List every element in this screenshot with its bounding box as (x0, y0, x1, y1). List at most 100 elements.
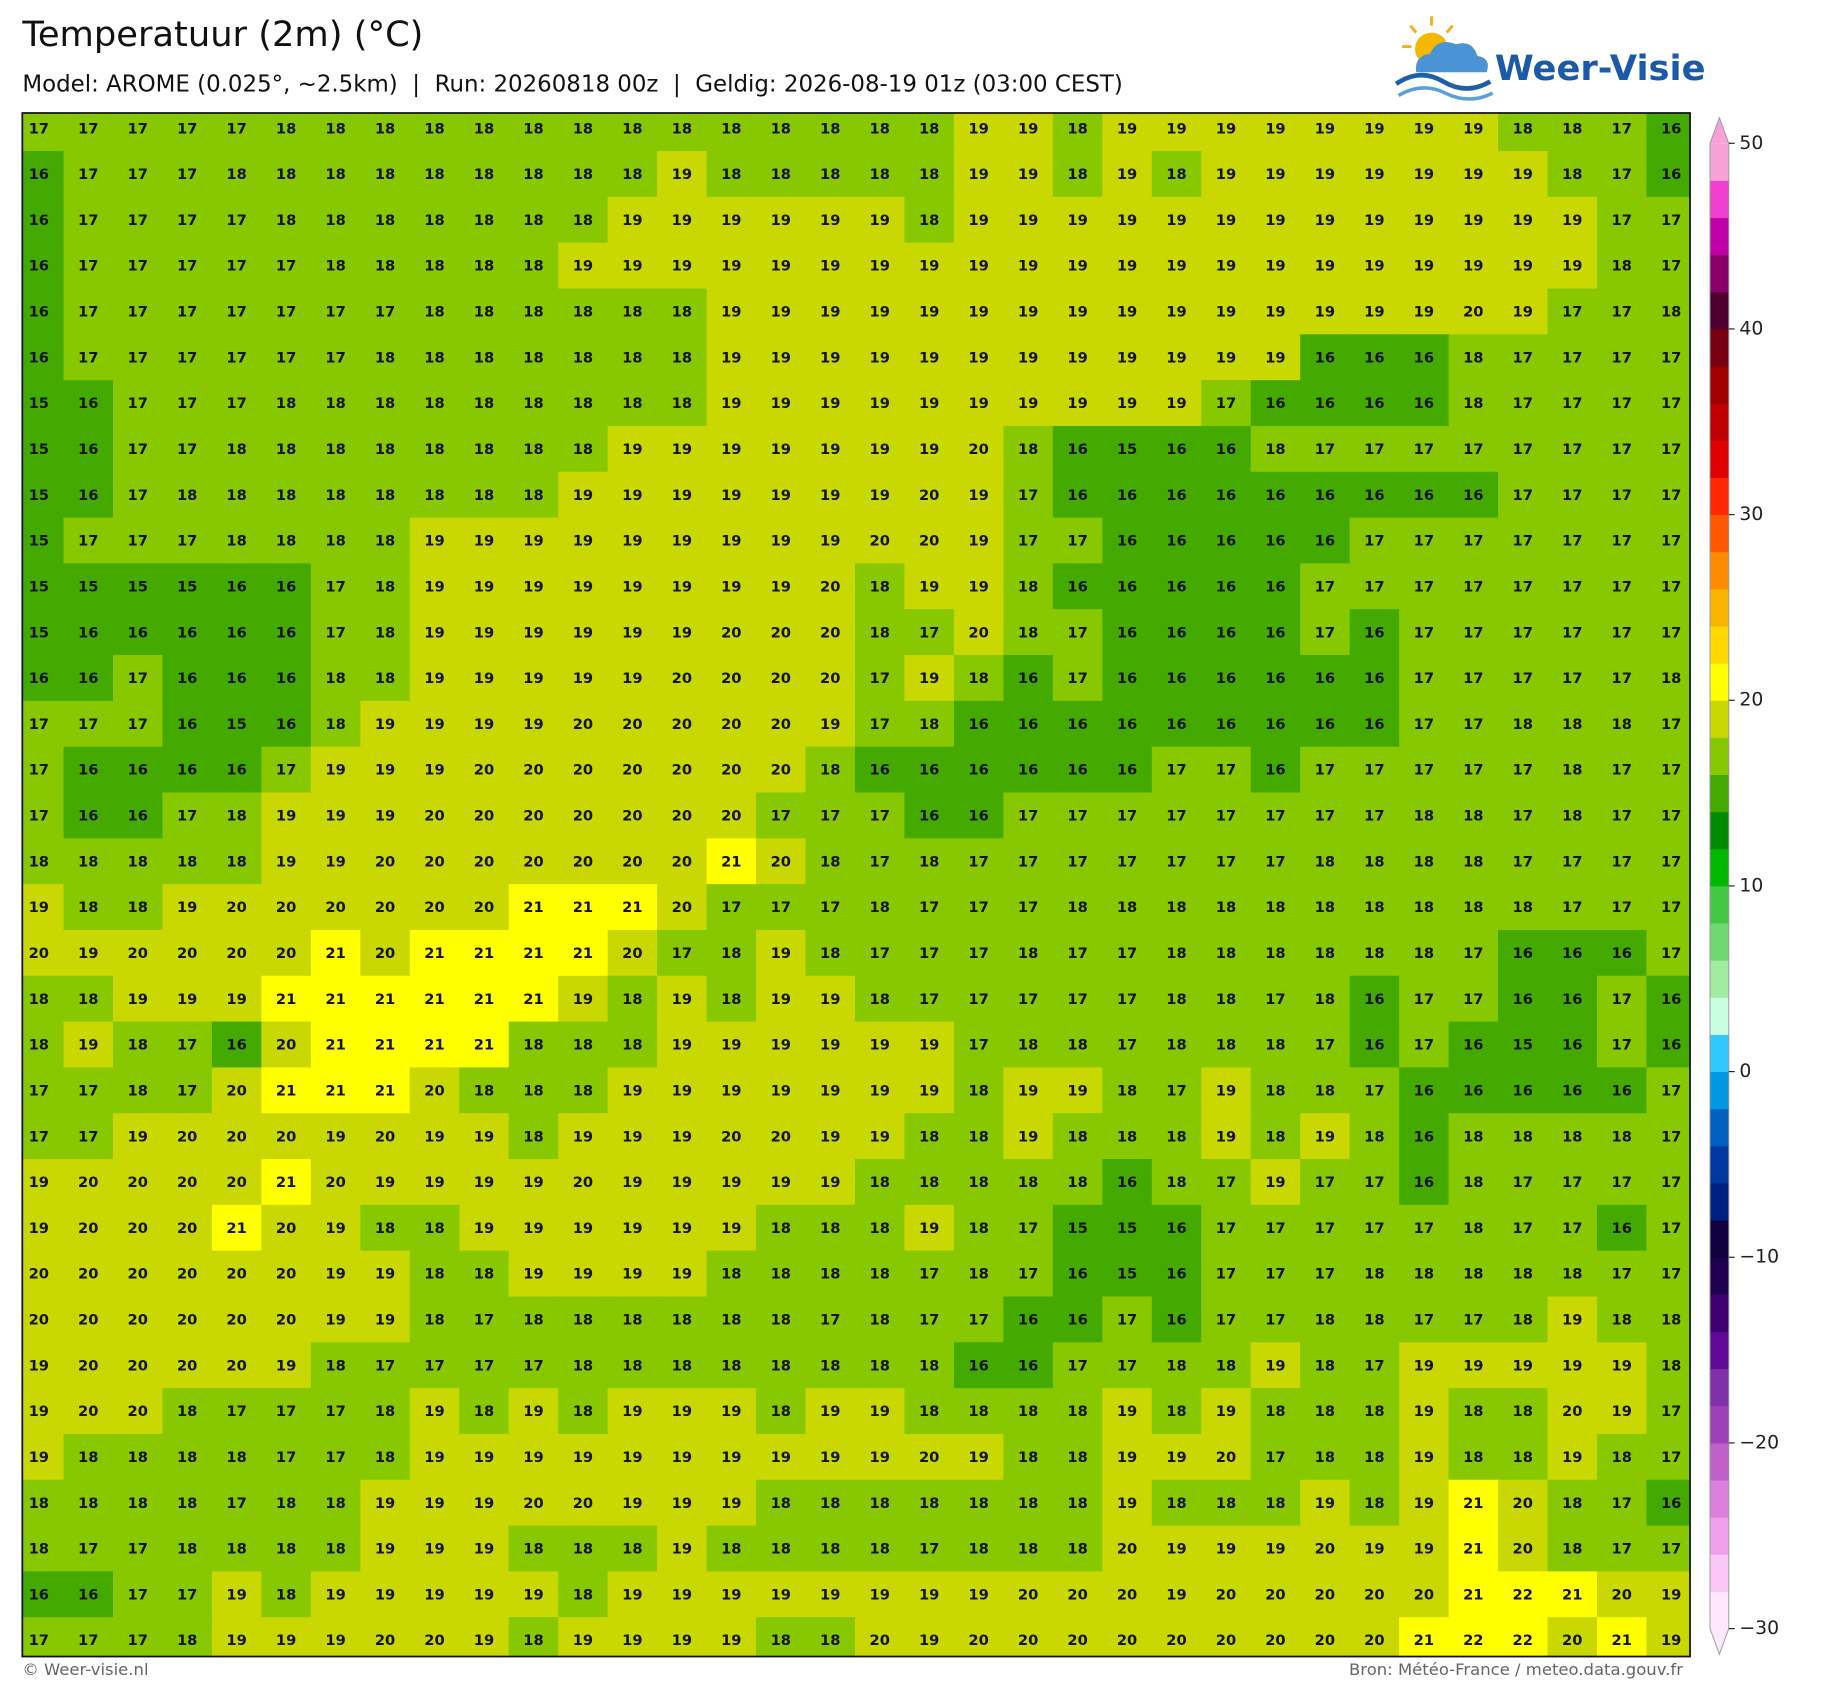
temperature-cell (657, 288, 708, 335)
temperature-cell (1448, 838, 1499, 885)
temperature-cell (558, 334, 609, 381)
temperature-label: 18 (474, 120, 494, 137)
temperature-label: 18 (820, 120, 840, 137)
temperature-label: 17 (1067, 670, 1087, 687)
temperature-cell (1102, 700, 1153, 748)
temperature-label: 20 (226, 1083, 246, 1100)
temperature-cell (1399, 517, 1450, 564)
temperature-label: 15 (128, 579, 148, 596)
temperature-label: 19 (474, 1632, 494, 1649)
temperature-label: 18 (1117, 1083, 1137, 1100)
temperature-label: 17 (325, 304, 345, 321)
temperature-cell (1547, 517, 1598, 564)
colorbar-segment (1710, 960, 1729, 998)
temperature-label: 19 (1414, 120, 1434, 137)
temperature-cell (1399, 746, 1450, 794)
colorbar-segment (1710, 1034, 1729, 1073)
temperature-label: 20 (1067, 1632, 1087, 1649)
temperature-label: 18 (29, 1541, 49, 1558)
temperature-cell (261, 655, 312, 702)
temperature-label: 20 (820, 670, 840, 687)
temperature-cell (409, 112, 460, 152)
temperature-label: 19 (226, 991, 246, 1008)
temperature-label: 18 (523, 487, 543, 504)
colorbar-segment (1710, 1517, 1729, 1555)
temperature-label: 18 (375, 1403, 395, 1420)
temperature-cell (261, 700, 312, 748)
temperature-label: 19 (1067, 258, 1087, 275)
temperature-label: 19 (622, 1403, 642, 1420)
temperature-label: 18 (375, 395, 395, 412)
temperature-label: 18 (573, 120, 593, 137)
temperature-label: 18 (1315, 853, 1335, 870)
temperature-label: 17 (78, 120, 98, 137)
temperature-label: 19 (869, 1083, 889, 1100)
temperature-label: 17 (968, 991, 988, 1008)
temperature-label: 17 (1661, 1174, 1681, 1191)
temperature-label: 19 (622, 1220, 642, 1237)
temperature-label: 22 (1513, 1632, 1533, 1649)
temperature-label: 18 (721, 1312, 741, 1329)
temperature-label: 19 (869, 1449, 889, 1466)
temperature-label: 18 (1513, 899, 1533, 916)
temperature-label: 19 (1117, 166, 1137, 183)
temperature-label: 18 (177, 1495, 197, 1512)
temperature-label: 17 (919, 945, 939, 962)
temperature-label: 18 (523, 395, 543, 412)
temperature-label: 16 (1364, 1037, 1384, 1054)
temperature-label: 19 (523, 1403, 543, 1420)
temperature-cell (1646, 334, 1691, 381)
temperature-cell (1102, 112, 1153, 152)
temperature-label: 19 (622, 1495, 642, 1512)
temperature-label: 17 (177, 1083, 197, 1100)
temperature-label: 17 (78, 1083, 98, 1100)
temperature-label: 19 (968, 120, 988, 137)
temperature-cell (904, 609, 955, 656)
temperature-cell (1250, 334, 1301, 381)
temperature-label: 18 (325, 212, 345, 229)
temperature-label: 18 (1611, 716, 1631, 733)
temperature-label: 20 (276, 945, 296, 962)
temperature-label: 17 (1611, 1266, 1631, 1283)
temperature-label: 18 (325, 166, 345, 183)
temperature-cell (854, 425, 906, 473)
temperature-label: 18 (375, 212, 395, 229)
temperature-label: 19 (721, 258, 741, 275)
temperature-label: 20 (177, 1174, 197, 1191)
temperature-label: 18 (1513, 1128, 1533, 1145)
temperature-label: 18 (1315, 1083, 1335, 1100)
temperature-label: 16 (1463, 1037, 1483, 1054)
temperature-label: 17 (1463, 579, 1483, 596)
temperature-label: 19 (1414, 166, 1434, 183)
temperature-label: 17 (1265, 808, 1285, 825)
temperature-label: 19 (672, 1128, 692, 1145)
temperature-label: 17 (1611, 212, 1631, 229)
temperature-cell (310, 151, 361, 198)
temperature-cell (162, 609, 213, 656)
temperature-label: 18 (1166, 166, 1186, 183)
temperature-label: 22 (1513, 1586, 1533, 1603)
temperature-cell (706, 380, 757, 427)
logo-sun-rays (1402, 16, 1454, 49)
temperature-cell (1498, 380, 1549, 427)
temperature-label: 18 (919, 716, 939, 733)
temperature-cell (558, 746, 609, 794)
temperature-cell (1646, 288, 1691, 335)
temperature-cell (1448, 655, 1499, 702)
temperature-label: 19 (721, 441, 741, 458)
temperature-label: 17 (869, 670, 889, 687)
temperature-cell (756, 517, 807, 564)
temperature-label: 20 (1117, 1632, 1137, 1649)
temperature-label: 16 (1562, 1037, 1582, 1054)
temperature-cell (1498, 151, 1549, 198)
temperature-label: 17 (1117, 1357, 1137, 1374)
temperature-cell (805, 242, 856, 290)
temperature-label: 17 (820, 899, 840, 916)
temperature-cell (112, 609, 164, 656)
temperature-label: 20 (1562, 1403, 1582, 1420)
temperature-cell (508, 471, 559, 519)
temperature-label: 18 (573, 1403, 593, 1420)
temperature-cell (1498, 112, 1549, 152)
temperature-label: 19 (869, 304, 889, 321)
temperature-label: 19 (1216, 120, 1236, 137)
